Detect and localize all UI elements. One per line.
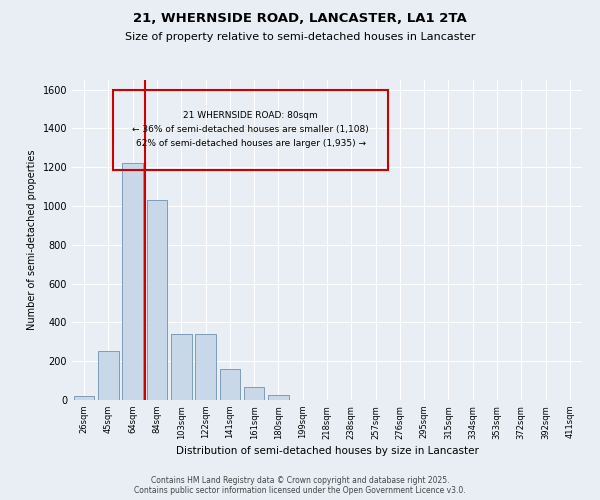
Text: 21 WHERNSIDE ROAD: 80sqm
← 36% of semi-detached houses are smaller (1,108)
62% o: 21 WHERNSIDE ROAD: 80sqm ← 36% of semi-d… — [132, 111, 369, 148]
Bar — [268, 395, 289, 400]
Bar — [220, 369, 240, 400]
Bar — [74, 396, 94, 400]
Text: Size of property relative to semi-detached houses in Lancaster: Size of property relative to semi-detach… — [125, 32, 475, 42]
X-axis label: Distribution of semi-detached houses by size in Lancaster: Distribution of semi-detached houses by … — [176, 446, 478, 456]
Y-axis label: Number of semi-detached properties: Number of semi-detached properties — [27, 150, 37, 330]
Bar — [146, 200, 167, 400]
Bar — [195, 334, 216, 400]
Bar — [122, 164, 143, 400]
Text: 21, WHERNSIDE ROAD, LANCASTER, LA1 2TA: 21, WHERNSIDE ROAD, LANCASTER, LA1 2TA — [133, 12, 467, 26]
Text: Contains HM Land Registry data © Crown copyright and database right 2025.
Contai: Contains HM Land Registry data © Crown c… — [134, 476, 466, 495]
Bar — [98, 350, 119, 400]
Bar — [244, 388, 265, 400]
Bar — [171, 334, 191, 400]
